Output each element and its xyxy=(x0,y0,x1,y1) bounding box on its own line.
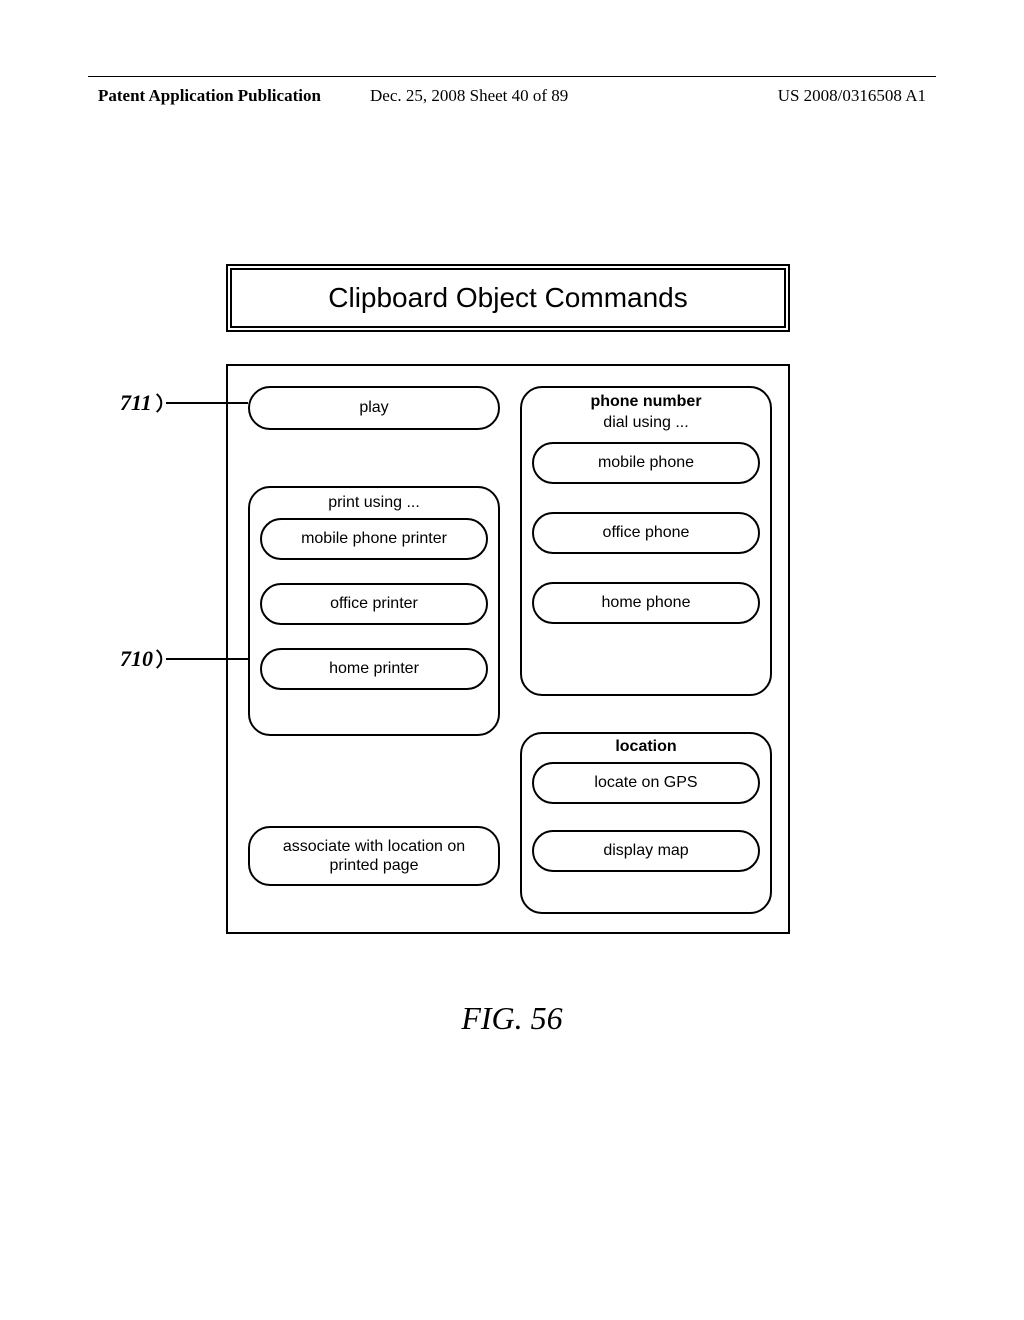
title-bar: Clipboard Object Commands xyxy=(226,264,790,332)
print-group: print using ... mobile phone printer off… xyxy=(248,486,500,736)
phone-header-sub: dial using ... xyxy=(603,414,688,431)
mobile-phone-button[interactable]: mobile phone xyxy=(532,442,760,484)
location-group: location locate on GPS display map xyxy=(520,732,772,914)
figure-caption: FIG. 56 xyxy=(0,1000,1024,1037)
play-label: play xyxy=(359,399,388,417)
ref-711-leader xyxy=(166,402,248,404)
header-left: Patent Application Publication xyxy=(98,86,321,106)
figure-container: Clipboard Object Commands 711 710 play p… xyxy=(160,264,880,934)
locate-gps-button[interactable]: locate on GPS xyxy=(532,762,760,804)
display-map-button[interactable]: display map xyxy=(532,830,760,872)
phone-group-header: phone number dial using ... xyxy=(522,388,770,434)
header-right: US 2008/0316508 A1 xyxy=(778,86,926,106)
home-printer-button[interactable]: home printer xyxy=(260,648,488,690)
play-button[interactable]: play xyxy=(248,386,500,430)
ref-710-leader xyxy=(166,658,248,660)
associate-button[interactable]: associate with location on printed page xyxy=(248,826,500,886)
locate-gps-label: locate on GPS xyxy=(594,774,697,792)
home-printer-label: home printer xyxy=(329,660,419,678)
main-panel: 711 710 play print using ... mobile phon… xyxy=(226,364,790,934)
office-phone-label: office phone xyxy=(603,524,690,542)
office-printer-button[interactable]: office printer xyxy=(260,583,488,625)
phone-header-bold: phone number xyxy=(590,393,701,410)
title-text: Clipboard Object Commands xyxy=(328,282,688,314)
mobile-printer-button[interactable]: mobile phone printer xyxy=(260,518,488,560)
header-center: Dec. 25, 2008 Sheet 40 of 89 xyxy=(370,86,568,106)
mobile-phone-label: mobile phone xyxy=(598,454,694,472)
home-phone-label: home phone xyxy=(602,594,691,612)
phone-group: phone number dial using ... mobile phone… xyxy=(520,386,772,696)
associate-label: associate with location on printed page xyxy=(258,837,490,875)
office-printer-label: office printer xyxy=(330,595,418,613)
display-map-label: display map xyxy=(603,842,688,860)
mobile-printer-label: mobile phone printer xyxy=(301,530,447,548)
office-phone-button[interactable]: office phone xyxy=(532,512,760,554)
header-rule xyxy=(88,76,936,77)
location-group-header: location xyxy=(522,734,770,756)
print-group-header: print using ... xyxy=(250,488,498,512)
home-phone-button[interactable]: home phone xyxy=(532,582,760,624)
